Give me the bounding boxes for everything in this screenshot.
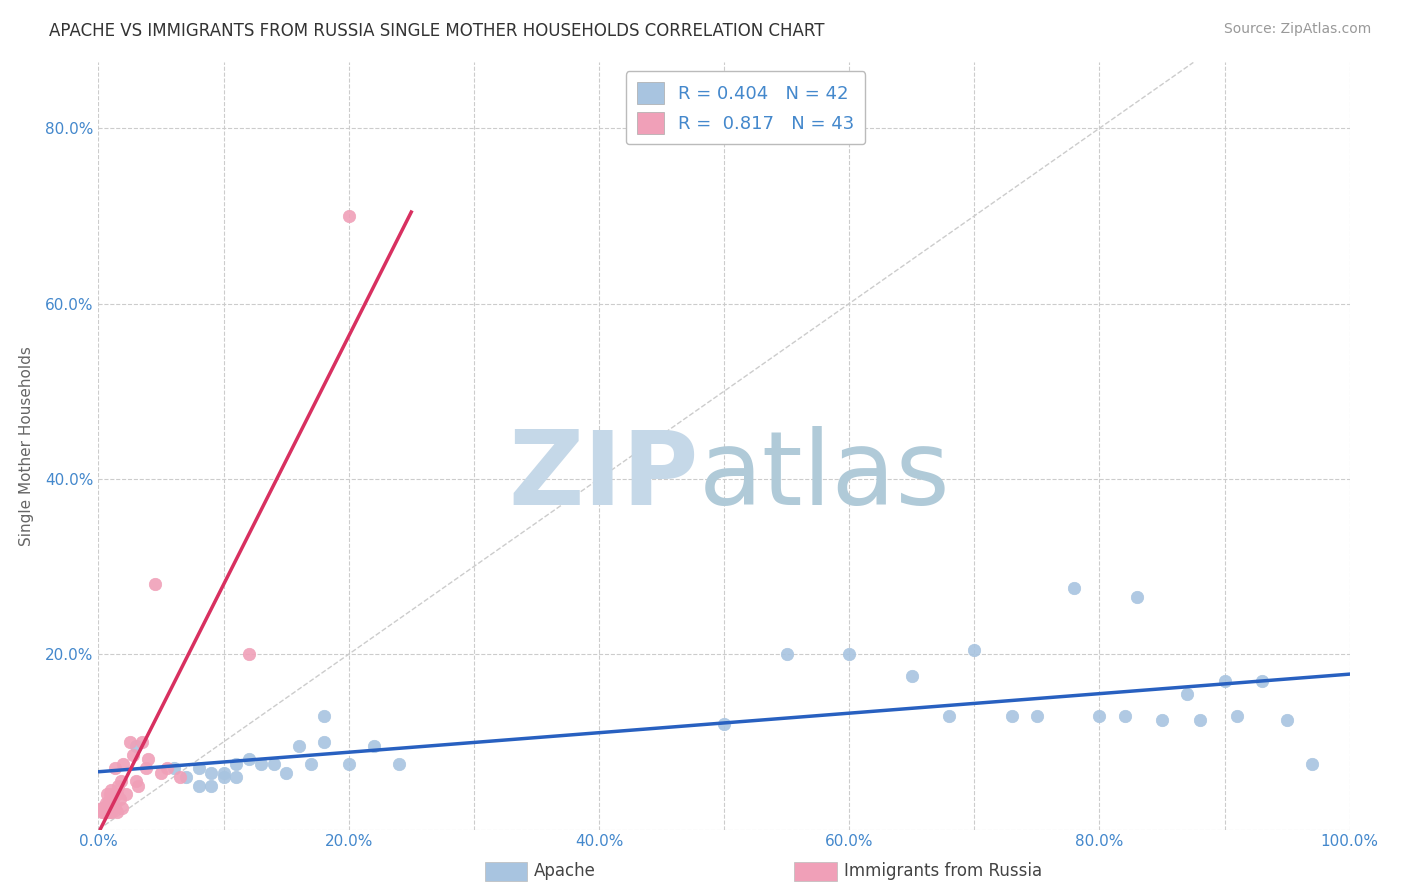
Point: [122, 747, 145, 762]
Legend: R = 0.404   N = 42, R =  0.817   N = 43: R = 0.404 N = 42, R = 0.817 N = 43: [626, 71, 865, 145]
Point: [104, 800, 127, 814]
Point: [337, 209, 360, 223]
Point: [1001, 708, 1024, 723]
Point: [91, 805, 114, 819]
Point: [900, 669, 922, 683]
Point: [1188, 713, 1211, 727]
Point: [238, 752, 260, 766]
Point: [103, 792, 125, 806]
Point: [250, 756, 273, 771]
Text: Immigrants from Russia: Immigrants from Russia: [844, 863, 1042, 880]
Point: [1277, 713, 1299, 727]
Point: [312, 708, 335, 723]
Point: [162, 761, 184, 775]
Point: [100, 797, 122, 811]
Point: [138, 752, 160, 766]
Point: [97, 805, 120, 819]
Point: [156, 761, 179, 775]
Point: [96, 805, 118, 819]
Point: [1026, 708, 1049, 723]
Point: [312, 735, 335, 749]
Text: Apache: Apache: [534, 863, 596, 880]
Point: [187, 779, 209, 793]
Point: [131, 735, 153, 749]
Point: [838, 647, 860, 661]
Point: [287, 739, 309, 754]
Point: [96, 800, 118, 814]
Point: [1251, 673, 1274, 688]
Point: [225, 756, 247, 771]
Point: [143, 577, 166, 591]
Point: [93, 805, 115, 819]
Point: [225, 770, 247, 784]
Point: [776, 647, 799, 661]
Point: [263, 756, 285, 771]
Y-axis label: Single Mother Households: Single Mother Households: [18, 346, 34, 546]
Point: [111, 800, 134, 814]
Text: Source: ZipAtlas.com: Source: ZipAtlas.com: [1223, 22, 1371, 37]
Point: [1301, 756, 1323, 771]
Point: [1213, 673, 1236, 688]
Point: [963, 643, 986, 657]
Point: [125, 739, 148, 754]
Text: APACHE VS IMMIGRANTS FROM RUSSIA SINGLE MOTHER HOUSEHOLDS CORRELATION CHART: APACHE VS IMMIGRANTS FROM RUSSIA SINGLE …: [49, 22, 825, 40]
Point: [127, 779, 149, 793]
Point: [105, 805, 128, 819]
Point: [1063, 582, 1085, 596]
Point: [100, 783, 122, 797]
Point: [108, 792, 131, 806]
Text: atlas: atlas: [699, 426, 950, 527]
Point: [135, 761, 157, 775]
Point: [388, 756, 411, 771]
Point: [93, 800, 115, 814]
Point: [150, 765, 173, 780]
Point: [110, 774, 132, 789]
Point: [1126, 591, 1149, 605]
Point: [98, 805, 121, 819]
Point: [91, 800, 114, 814]
Point: [93, 805, 115, 819]
Point: [96, 788, 118, 802]
Point: [363, 739, 385, 754]
Point: [112, 756, 135, 771]
Point: [337, 756, 360, 771]
Point: [212, 770, 235, 784]
Point: [169, 770, 191, 784]
Point: [100, 805, 122, 819]
Point: [104, 761, 127, 775]
Point: [115, 788, 138, 802]
Point: [1226, 708, 1249, 723]
Point: [97, 797, 120, 811]
Point: [118, 735, 141, 749]
Point: [1175, 687, 1198, 701]
Text: ZIP: ZIP: [509, 426, 699, 527]
Point: [1088, 708, 1111, 723]
Point: [200, 765, 222, 780]
Point: [299, 756, 322, 771]
Point: [187, 761, 209, 775]
Point: [94, 805, 117, 819]
Point: [98, 788, 121, 802]
Point: [105, 788, 128, 802]
Point: [93, 800, 115, 814]
Point: [238, 647, 260, 661]
Point: [1114, 708, 1136, 723]
Point: [938, 708, 960, 723]
Point: [274, 765, 298, 780]
Point: [212, 765, 235, 780]
Point: [200, 779, 222, 793]
Point: [103, 800, 125, 814]
Point: [1150, 713, 1173, 727]
Point: [713, 717, 735, 731]
Point: [174, 770, 197, 784]
Point: [107, 779, 129, 793]
Point: [94, 797, 117, 811]
Point: [125, 774, 148, 789]
